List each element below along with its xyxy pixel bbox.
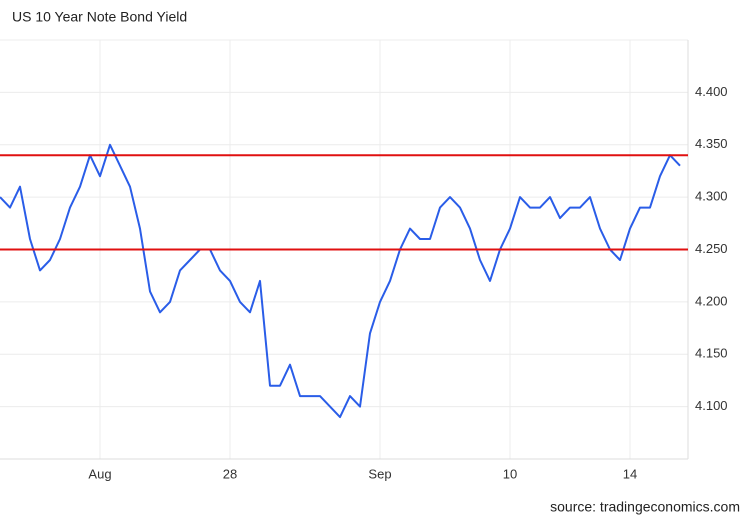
y-tick-label: 4.200 bbox=[695, 293, 728, 308]
x-tick-label: Aug bbox=[88, 466, 111, 481]
y-tick-label: 4.250 bbox=[695, 241, 728, 256]
x-tick-label: 14 bbox=[623, 466, 637, 481]
y-tick-label: 4.300 bbox=[695, 189, 728, 204]
chart-title: US 10 Year Note Bond Yield bbox=[12, 9, 187, 25]
y-tick-label: 4.400 bbox=[695, 84, 728, 99]
y-tick-label: 4.350 bbox=[695, 136, 728, 151]
x-tick-label: Sep bbox=[368, 466, 391, 481]
line bbox=[0, 143, 681, 419]
x-tick-label: 10 bbox=[503, 466, 517, 481]
y-tick-label: 4.100 bbox=[695, 398, 728, 413]
y-tick-label: 4.150 bbox=[695, 346, 728, 361]
x-tick-label: 28 bbox=[223, 466, 237, 481]
source: source: tradingeconomics.com bbox=[550, 499, 740, 515]
